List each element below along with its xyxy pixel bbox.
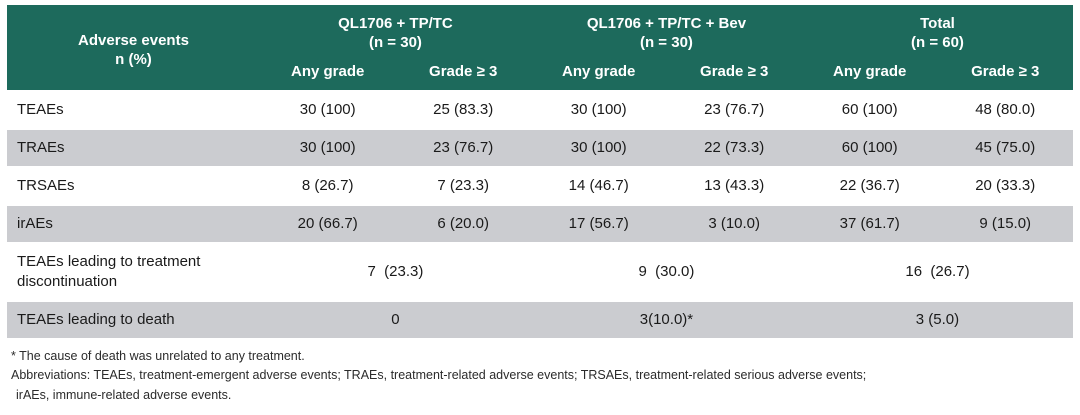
- cell-value-merged: 9 (30.0): [530, 242, 802, 301]
- footnote-abbreviations: Abbreviations: TEAEs, treatment-emergent…: [11, 368, 867, 383]
- subheader-any-grade: Any grade: [801, 57, 938, 91]
- subheader-any-grade: Any grade: [259, 57, 396, 91]
- subheader-row: Any grade Grade ≥ 3 Any grade Grade ≥ 3 …: [7, 57, 1073, 91]
- group-header-row: Adverse events n (%) QL1706 + TP/TC (n =…: [7, 5, 1073, 91]
- cell-value: 20 (66.7): [259, 204, 396, 243]
- cell-value: 14 (46.7): [530, 166, 667, 205]
- row-label: TEAEs leading to death: [7, 300, 260, 338]
- table-row-iraes: irAEs 20 (66.7) 6 (20.0) 17 (56.7) 3 (10…: [7, 204, 1073, 243]
- table-row-teaes-death: TEAEs leading to death 0 3(10.0)* 3 (5.0…: [7, 300, 1073, 338]
- cell-value-merged: 0: [259, 300, 531, 338]
- corner-header-subtitle: n (%): [115, 50, 152, 68]
- group-header-total: Total (n = 60): [801, 5, 1073, 57]
- row-label: TRAEs: [7, 128, 260, 167]
- cell-value: 45 (75.0): [937, 128, 1073, 167]
- subheader-any-grade: Any grade: [530, 57, 667, 91]
- cell-value: 22 (36.7): [801, 166, 938, 205]
- cell-value: 7 (23.3): [395, 166, 531, 205]
- cell-value-merged: 3(10.0)*: [530, 300, 802, 338]
- cell-value: 22 (73.3): [666, 128, 802, 167]
- table-row-trsaes: TRSAEs 8 (26.7) 7 (23.3) 14 (46.7) 13 (4…: [7, 166, 1073, 205]
- cell-value: 30 (100): [530, 90, 667, 129]
- group-n: (n = 30): [368, 34, 422, 51]
- cell-value: 30 (100): [259, 90, 396, 129]
- footnote-abbreviations-cont: irAEs, immune-related adverse events.: [16, 387, 232, 402]
- cell-value-merged: 3 (5.0): [801, 300, 1073, 338]
- group-name: QL1706 + TP/TC + Bev: [586, 15, 747, 32]
- table-row-teaes: TEAEs 30 (100) 25 (83.3) 30 (100) 23 (76…: [7, 90, 1073, 129]
- group-header-qL1706-tptc: QL1706 + TP/TC (n = 30): [259, 5, 531, 57]
- table-body: TEAEs 30 (100) 25 (83.3) 30 (100) 23 (76…: [7, 90, 1073, 338]
- cell-value: 13 (43.3): [666, 166, 802, 205]
- page: Adverse events n (%) QL1706 + TP/TC (n =…: [7, 5, 1073, 405]
- cell-value-merged: 16 (26.7): [801, 242, 1073, 301]
- row-label: TEAEs: [7, 90, 260, 129]
- group-n: (n = 30): [639, 34, 693, 51]
- table-header: Adverse events n (%) QL1706 + TP/TC (n =…: [7, 5, 1073, 91]
- cell-value: 60 (100): [801, 90, 938, 129]
- cell-value: 9 (15.0): [937, 204, 1073, 243]
- cell-value: 8 (26.7): [259, 166, 396, 205]
- row-label: irAEs: [7, 204, 260, 243]
- cell-value: 3 (10.0): [666, 204, 802, 243]
- subheader-grade-ge3: Grade ≥ 3: [666, 57, 802, 91]
- group-name: QL1706 + TP/TC: [338, 15, 453, 32]
- row-label: TEAEs leading to treatment discontinuati…: [7, 242, 260, 301]
- table-row-teaes-discontinuation: TEAEs leading to treatment discontinuati…: [7, 242, 1073, 301]
- cell-value: 20 (33.3): [937, 166, 1073, 205]
- cell-value: 23 (76.7): [666, 90, 802, 129]
- footnote-asterisk: * The cause of death was unrelated to an…: [11, 349, 305, 363]
- cell-value: 23 (76.7): [395, 128, 531, 167]
- group-n: (n = 60): [911, 34, 964, 51]
- cell-value: 30 (100): [530, 128, 667, 167]
- cell-value-merged: 7 (23.3): [259, 242, 531, 301]
- group-name: Total: [920, 15, 955, 32]
- subheader-grade-ge3: Grade ≥ 3: [937, 57, 1073, 91]
- corner-header-title: Adverse events: [78, 31, 189, 49]
- cell-value: 25 (83.3): [395, 90, 531, 129]
- subheader-grade-ge3: Grade ≥ 3: [395, 57, 531, 91]
- footnotes: * The cause of death was unrelated to an…: [7, 338, 1073, 405]
- row-label: TRSAEs: [7, 166, 260, 205]
- cell-value: 37 (61.7): [801, 204, 938, 243]
- cell-value: 60 (100): [801, 128, 938, 167]
- group-header-ql1706-tptc-bev: QL1706 + TP/TC + Bev (n = 30): [530, 5, 802, 57]
- cell-value: 17 (56.7): [530, 204, 667, 243]
- table-row-traes: TRAEs 30 (100) 23 (76.7) 30 (100) 22 (73…: [7, 128, 1073, 167]
- cell-value: 48 (80.0): [937, 90, 1073, 129]
- cell-value: 30 (100): [259, 128, 396, 167]
- adverse-events-table: Adverse events n (%) QL1706 + TP/TC (n =…: [7, 5, 1073, 338]
- cell-value: 6 (20.0): [395, 204, 531, 243]
- corner-header: Adverse events n (%): [7, 5, 260, 91]
